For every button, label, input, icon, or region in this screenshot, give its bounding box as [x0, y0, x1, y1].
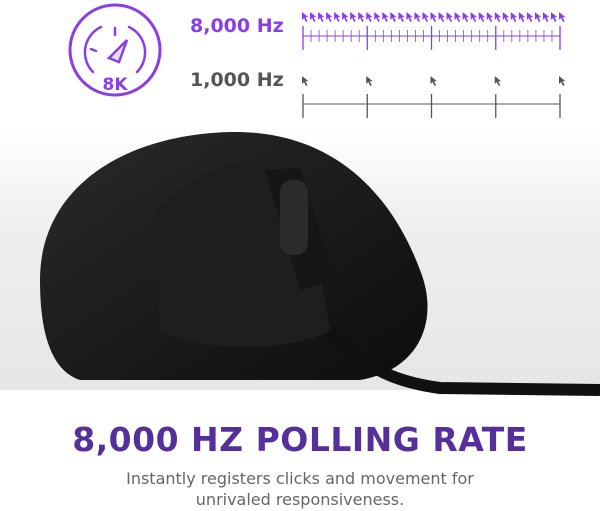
cursor-icon: [422, 12, 429, 22]
cursor-icon: [494, 12, 502, 22]
cursor-icon: [358, 12, 365, 22]
cursor-icon: [438, 12, 446, 22]
cursor-icon: [374, 12, 381, 22]
cursor-icon: [526, 12, 534, 22]
cursor-icon: [534, 12, 542, 22]
cursor-icon: [510, 12, 518, 22]
subtext: Instantly registers clicks and movement …: [126, 469, 474, 509]
rate-label-8000: 8,000 Hz: [190, 15, 284, 37]
cursor-icon: [310, 12, 317, 22]
badge-label: 8K: [102, 75, 128, 95]
cursor-icon: [382, 12, 389, 22]
cursor-icon: [366, 76, 373, 86]
cursor-icon: [550, 12, 558, 22]
cursor-icon: [494, 76, 502, 86]
cursor-icon: [406, 12, 413, 22]
cursor-icon: [502, 12, 510, 22]
cursor-icon: [350, 12, 357, 22]
cursor-icon: [446, 12, 454, 22]
cursor-icon: [414, 12, 421, 22]
cursor-icon: [559, 76, 566, 86]
speedometer-icon: [83, 25, 147, 74]
cursor-icon: [478, 12, 486, 22]
cursor-icon: [559, 12, 566, 22]
cursor-icon: [486, 12, 494, 22]
cursor-icon: [518, 12, 526, 22]
cursor-icon: [542, 12, 550, 22]
cursor-icon: [302, 76, 309, 86]
cursor-icon: [398, 12, 405, 22]
cursor-icon: [462, 12, 470, 22]
mouse-image: [40, 131, 600, 396]
cursor-icon: [470, 12, 478, 22]
cursor-icon: [318, 12, 325, 22]
cursor-icon: [302, 12, 309, 22]
cursor-icon: [454, 12, 462, 22]
cursor-icon: [366, 12, 373, 22]
speedometer-badge: 8K: [68, 3, 162, 97]
cursor-icon: [430, 76, 437, 86]
cursor-icon: [326, 12, 333, 22]
cursor-icon: [430, 12, 437, 22]
cursor-icon: [334, 12, 341, 22]
cursor-icon: [342, 12, 349, 22]
product-photo: [0, 130, 600, 396]
headline: 8,000 HZ POLLING RATE: [72, 420, 528, 459]
cursor-icon: [390, 12, 397, 22]
rate-label-1000: 1,000 Hz: [190, 69, 284, 91]
polling-timeline: [302, 12, 566, 118]
